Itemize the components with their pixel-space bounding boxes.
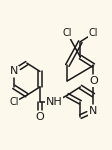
Text: Cl: Cl xyxy=(89,28,98,38)
Text: O: O xyxy=(36,112,44,122)
Text: NH: NH xyxy=(46,97,63,107)
Text: Cl: Cl xyxy=(9,97,18,107)
Text: O: O xyxy=(89,76,98,86)
Text: N: N xyxy=(89,106,98,116)
Text: N: N xyxy=(10,66,18,76)
Text: Cl: Cl xyxy=(62,28,72,38)
